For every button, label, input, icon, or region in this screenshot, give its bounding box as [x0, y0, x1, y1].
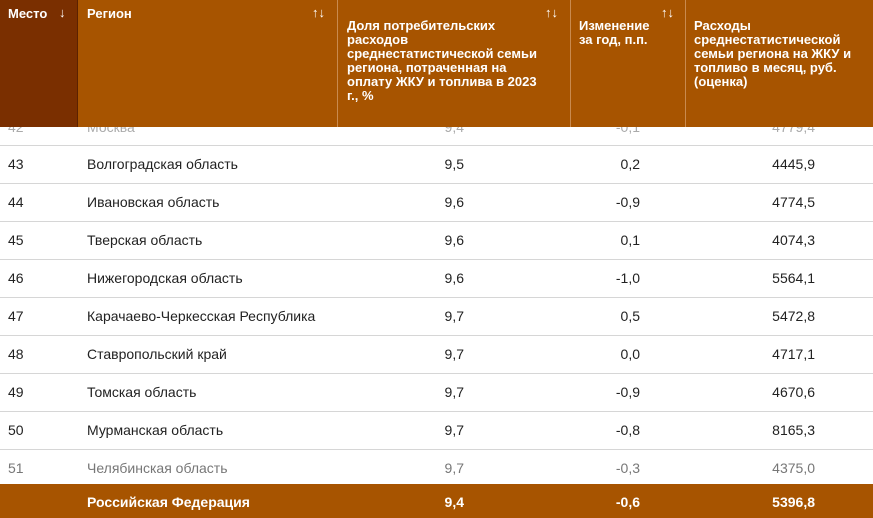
row-rank: 44	[8, 194, 24, 210]
row-share: 9,7	[444, 422, 464, 438]
table-row: 51 Челябинская область 9,7 -0,3 4375,0	[0, 449, 873, 487]
column-header-region[interactable]: Регион ↑↓	[78, 0, 338, 127]
row-rank: 49	[8, 384, 24, 400]
row-change: -0,9	[615, 384, 640, 400]
table-body: 43 Волгоградская область 9,5 0,2 4445,9 …	[0, 145, 873, 487]
row-change: -0,9	[615, 194, 640, 210]
row-share: 9,7	[444, 346, 464, 362]
row-rank: 51	[8, 460, 24, 476]
row-region: Ставропольский край	[87, 346, 227, 362]
row-expense: 5472,8	[772, 308, 815, 324]
row-share: 9,4	[444, 127, 464, 135]
column-header-rank[interactable]: Место ↓	[0, 0, 78, 127]
table-row: 44 Ивановская область 9,6 -0,9 4774,5	[0, 183, 873, 221]
column-header-label: Место	[8, 6, 48, 21]
column-header-label: Доля потребительских расходов среднестат…	[347, 18, 537, 103]
row-share: 9,7	[444, 384, 464, 400]
row-share: 9,6	[444, 194, 464, 210]
total-share: 9,4	[444, 494, 464, 510]
total-row: Российская Федерация 9,4 -0,6 5396,8	[0, 484, 873, 518]
sort-icon[interactable]: ↑↓	[545, 5, 558, 20]
row-rank: 43	[8, 156, 24, 172]
column-header-label: Регион	[87, 6, 132, 21]
table-row: 45 Тверская область 9,6 0,1 4074,3	[0, 221, 873, 259]
row-rank: 46	[8, 270, 24, 286]
row-region: Челябинская область	[87, 460, 228, 476]
row-region: Мурманская область	[87, 422, 224, 438]
row-share: 9,7	[444, 308, 464, 324]
row-region: Волгоградская область	[87, 156, 238, 172]
row-rank: 48	[8, 346, 24, 362]
row-change: -0,8	[615, 422, 640, 438]
table-row: 43 Волгоградская область 9,5 0,2 4445,9	[0, 145, 873, 183]
row-share: 9,6	[444, 270, 464, 286]
row-change: -0,1	[615, 127, 640, 135]
row-change: -1,0	[615, 270, 640, 286]
row-rank: 47	[8, 308, 24, 324]
partially-hidden-row: 42 Москва 9,4 -0,1 4779,4	[0, 127, 873, 145]
row-region: Карачаево-Черкесская Республика	[87, 308, 316, 324]
row-expense: 4717,1	[772, 346, 815, 362]
row-expense: 4670,6	[772, 384, 815, 400]
table-header: Место ↓ Регион ↑↓ Доля потребительских р…	[0, 0, 873, 127]
sort-icon[interactable]: ↑↓	[661, 5, 674, 20]
column-header-share[interactable]: Доля потребительских расходов среднестат…	[338, 0, 571, 127]
row-expense: 4375,0	[772, 460, 815, 476]
row-expense: 8165,3	[772, 422, 815, 438]
row-change: 0,1	[620, 232, 640, 248]
row-rank: 42	[8, 127, 24, 135]
table-row: 48 Ставропольский край 9,7 0,0 4717,1	[0, 335, 873, 373]
sort-desc-icon[interactable]: ↓	[59, 5, 66, 20]
row-region: Нижегородская область	[87, 270, 243, 286]
row-expense: 4774,5	[772, 194, 815, 210]
row-expense: 4074,3	[772, 232, 815, 248]
row-change: 0,2	[620, 156, 640, 172]
row-change: 0,0	[620, 346, 640, 362]
row-change: 0,5	[620, 308, 640, 324]
row-change: -0,3	[615, 460, 640, 476]
table-row: 46 Нижегородская область 9,6 -1,0 5564,1	[0, 259, 873, 297]
row-share: 9,5	[444, 156, 464, 172]
sort-icon[interactable]: ↑↓	[312, 5, 325, 20]
row-region: Москва	[87, 127, 135, 135]
column-header-label: Расходы среднестатистической семьи регио…	[694, 18, 852, 89]
row-region: Тверская область	[87, 232, 203, 248]
column-header-label: Изменение за год, п.п.	[579, 18, 650, 47]
table-row: 50 Мурманская область 9,7 -0,8 8165,3	[0, 411, 873, 449]
total-region: Российская Федерация	[87, 494, 250, 510]
table-row: 49 Томская область 9,7 -0,9 4670,6	[0, 373, 873, 411]
row-rank: 50	[8, 422, 24, 438]
table-row: 47 Карачаево-Черкесская Республика 9,7 0…	[0, 297, 873, 335]
column-header-expense[interactable]: Расходы среднестатистической семьи регио…	[686, 0, 873, 127]
row-rank: 45	[8, 232, 24, 248]
row-region: Томская область	[87, 384, 197, 400]
row-expense: 4445,9	[772, 156, 815, 172]
column-header-change[interactable]: Изменение за год, п.п. ↑↓	[571, 0, 686, 127]
row-expense: 4779,4	[772, 127, 815, 135]
row-region: Ивановская область	[87, 194, 220, 210]
row-share: 9,6	[444, 232, 464, 248]
total-change: -0,6	[615, 494, 640, 510]
row-expense: 5564,1	[772, 270, 815, 286]
row-share: 9,7	[444, 460, 464, 476]
total-expense: 5396,8	[772, 494, 815, 510]
